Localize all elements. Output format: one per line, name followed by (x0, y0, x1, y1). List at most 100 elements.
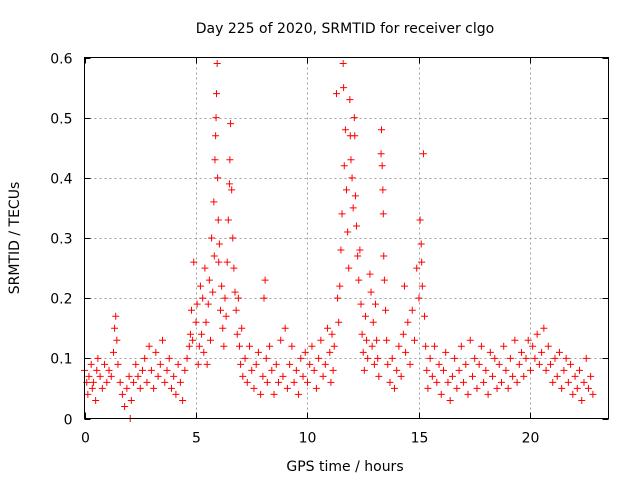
data-point (220, 342, 228, 350)
data-point (589, 390, 597, 398)
data-point (417, 240, 425, 248)
data-point (538, 348, 546, 356)
x-tick-label: 15 (411, 431, 429, 447)
data-point (224, 216, 232, 224)
data-point (231, 288, 239, 296)
data-point (210, 252, 218, 260)
data-point (428, 372, 436, 380)
data-point (346, 96, 354, 104)
data-point (127, 396, 135, 404)
data-point (200, 348, 208, 356)
data-point (118, 390, 126, 398)
data-point (261, 276, 269, 284)
data-point (426, 354, 434, 362)
data-point (504, 384, 512, 392)
data-point (232, 306, 240, 314)
data-point (272, 360, 280, 368)
data-point (506, 354, 514, 362)
data-point (578, 396, 586, 404)
data-point (399, 330, 407, 338)
data-point (147, 366, 155, 374)
data-point (446, 396, 454, 404)
data-point (213, 90, 221, 98)
data-point (576, 366, 584, 374)
data-point (453, 384, 461, 392)
data-point (190, 258, 198, 266)
data-point (457, 342, 465, 350)
data-point (165, 354, 173, 362)
data-point (531, 354, 539, 362)
data-point (292, 366, 300, 374)
data-point (497, 378, 505, 386)
data-point (219, 324, 227, 332)
data-point (518, 348, 526, 356)
data-point (243, 378, 251, 386)
data-point (544, 342, 552, 350)
data-point (502, 366, 510, 374)
data-point (520, 372, 528, 380)
data-point (270, 390, 278, 398)
chart-title: Day 225 of 2020, SRMTID for receiver clg… (196, 21, 494, 37)
data-point (209, 288, 217, 296)
data-point (386, 378, 394, 386)
data-point (210, 198, 218, 206)
data-point (212, 132, 220, 140)
data-point (93, 366, 101, 374)
data-point (134, 372, 142, 380)
data-point (464, 390, 472, 398)
data-point (321, 360, 329, 368)
data-point (353, 222, 361, 230)
plot-frame (84, 57, 609, 419)
data-point (343, 186, 350, 194)
data-point (223, 258, 231, 266)
data-point (204, 300, 212, 308)
data-point (535, 360, 543, 368)
data-point (181, 366, 189, 374)
data-point (344, 228, 352, 236)
data-point (416, 216, 424, 224)
data-point (214, 174, 222, 182)
data-point (395, 342, 403, 350)
data-point (547, 360, 555, 368)
data-point (354, 252, 362, 260)
data-point (356, 246, 364, 254)
x-axis-label: GPS time / hours (286, 459, 403, 475)
data-point (406, 360, 414, 368)
data-point (114, 360, 122, 368)
data-point (215, 240, 223, 248)
data-point (369, 318, 377, 326)
data-point (103, 378, 111, 386)
data-point (198, 330, 206, 338)
x-tick-label: 0 (81, 431, 90, 447)
data-point (125, 372, 133, 380)
data-point (222, 312, 230, 320)
data-point (448, 372, 456, 380)
data-point (179, 396, 187, 404)
data-point (347, 156, 355, 164)
data-point (288, 342, 296, 350)
data-point (211, 156, 219, 164)
y-tick-label: 0.1 (50, 352, 72, 368)
data-point (491, 354, 499, 362)
data-point (290, 378, 298, 386)
data-point (397, 372, 405, 380)
data-point (378, 162, 386, 170)
data-point (113, 336, 121, 344)
data-point (94, 354, 102, 362)
data-point (196, 282, 204, 290)
data-point (274, 378, 282, 386)
data-point (533, 330, 541, 338)
data-point (111, 324, 119, 332)
data-point (364, 354, 372, 362)
data-point (355, 276, 363, 284)
data-point (262, 354, 270, 362)
data-point (408, 306, 416, 314)
data-point (212, 114, 220, 122)
data-point (363, 336, 371, 344)
data-point (379, 210, 387, 218)
data-point (489, 372, 497, 380)
data-point (468, 372, 476, 380)
data-point (513, 378, 521, 386)
data-point (571, 372, 579, 380)
data-point (87, 360, 95, 368)
